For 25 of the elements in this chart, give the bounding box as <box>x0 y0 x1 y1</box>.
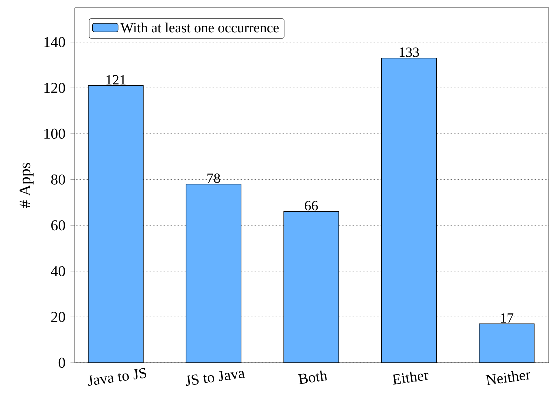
data-label: 121 <box>106 75 126 85</box>
y-tick-label: 100 <box>44 128 66 140</box>
bar <box>186 184 242 363</box>
bar <box>284 212 340 363</box>
y-tick-label: 80 <box>51 174 66 185</box>
y-tick-label: 20 <box>52 312 66 322</box>
y-tick-label: 40 <box>51 266 66 276</box>
x-tick-label: Both <box>298 370 328 384</box>
y-tick-label: 120 <box>44 83 66 94</box>
data-label: 78 <box>208 174 220 184</box>
x-tick-label: Either <box>392 372 429 385</box>
bar <box>88 86 144 363</box>
x-tick-label: JS to Java <box>186 370 246 386</box>
legend-label: With at least one occurrence <box>120 22 279 33</box>
data-label: 17 <box>501 314 514 323</box>
y-axis-title: # Apps <box>20 163 34 208</box>
data-label: 66 <box>305 201 318 211</box>
bar <box>381 58 438 363</box>
data-label: 133 <box>400 48 420 58</box>
y-tick-label: 0 <box>58 358 66 368</box>
y-tick-label: 60 <box>52 220 66 231</box>
x-tick-label: Java to JS <box>88 368 147 386</box>
x-tick-label: Neither <box>486 371 531 386</box>
bar <box>479 324 535 363</box>
y-tick-label: 140 <box>44 37 66 48</box>
